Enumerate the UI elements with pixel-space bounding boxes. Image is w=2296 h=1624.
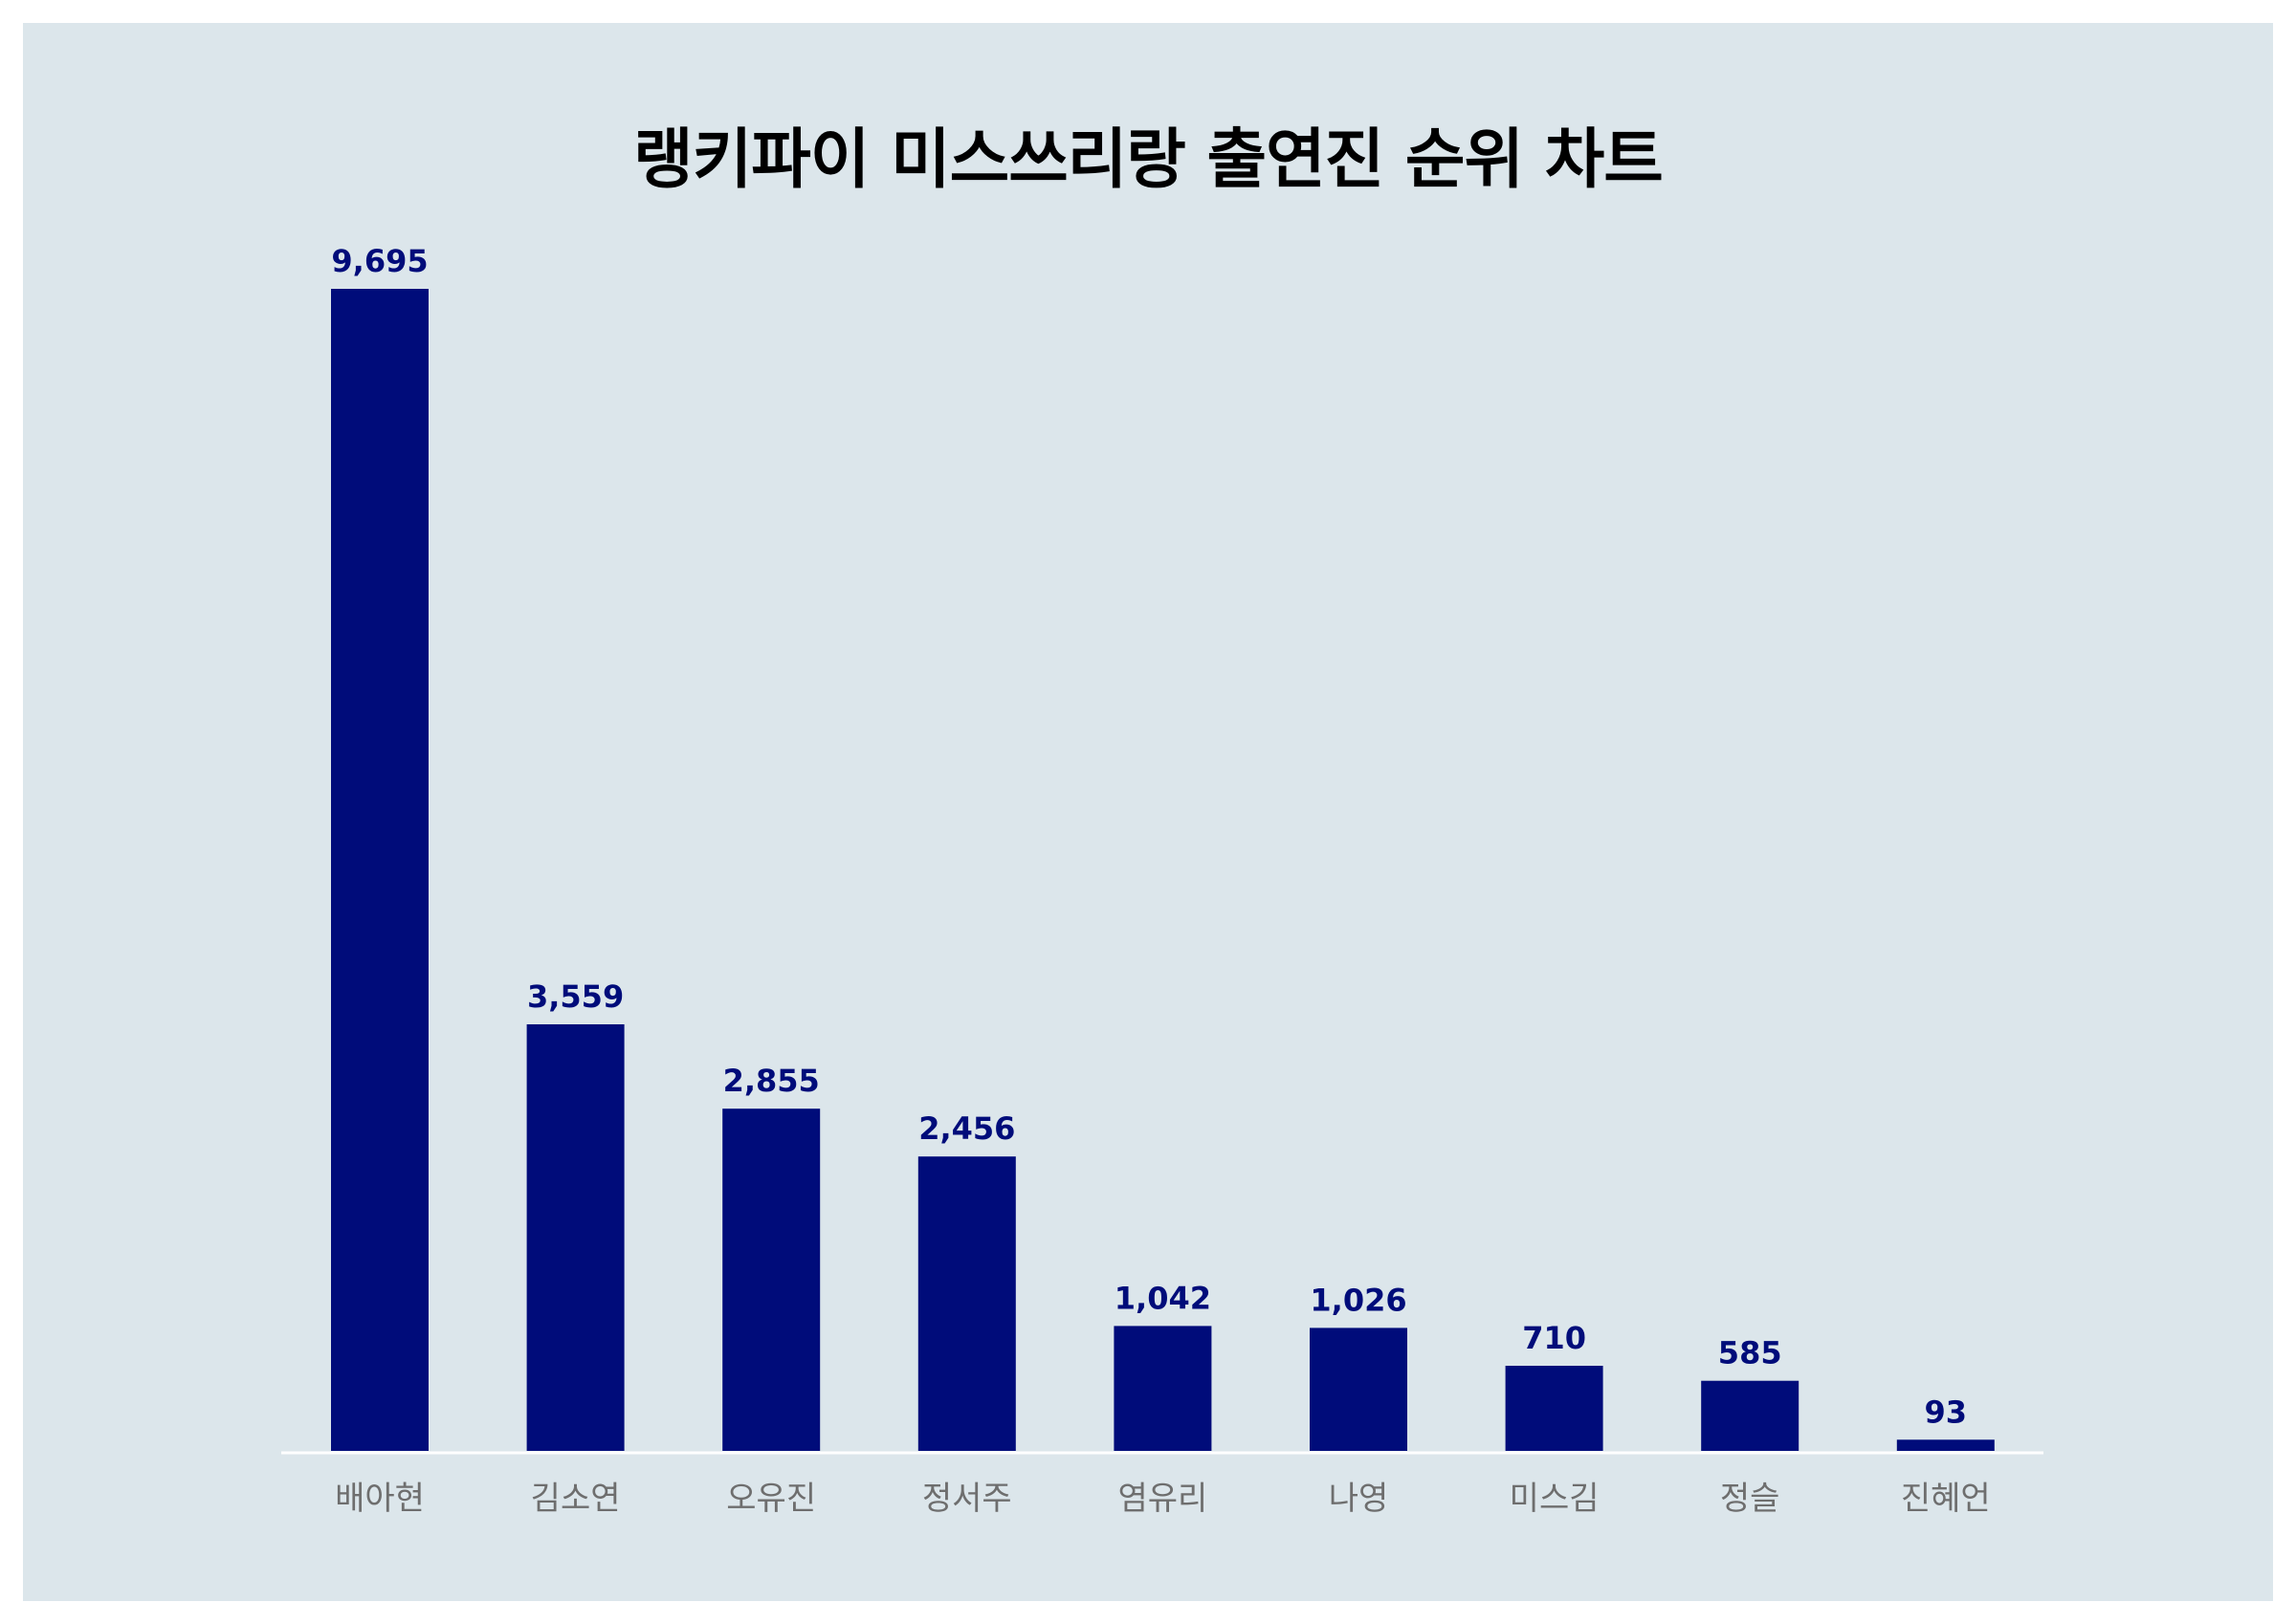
value-label-5: 1,042 (1115, 1280, 1211, 1316)
bar-4 (917, 1156, 1016, 1451)
bar-6 (1310, 1328, 1407, 1451)
category-label-6: 나영 (1329, 1480, 1389, 1518)
value-label-4: 2,456 (918, 1110, 1015, 1147)
chart-title: 랭키파이 미스쓰리랑 출연진 순위 차트 (633, 122, 1664, 198)
value-label-1: 9,695 (331, 243, 428, 279)
bar-2 (526, 1024, 625, 1451)
value-labels-layer: 9,695 3,559 2,855 2,456 1,042 1,026 710 585 93 (331, 243, 1967, 1430)
category-label-7: 미스김 (1510, 1480, 1600, 1518)
bar-7 (1505, 1366, 1603, 1451)
bars-layer (331, 289, 1995, 1451)
bar-8 (1701, 1380, 1799, 1451)
category-label-8: 정슬 (1720, 1480, 1780, 1518)
value-label-6: 1,026 (1310, 1282, 1406, 1318)
value-label-9: 93 (1925, 1394, 1968, 1430)
category-label-2: 김소연 (531, 1480, 621, 1518)
bar-5 (1114, 1326, 1212, 1451)
category-label-4: 정서주 (922, 1480, 1012, 1518)
bar-3 (722, 1108, 821, 1451)
category-label-1: 배아현 (335, 1480, 425, 1518)
category-label-3: 오유진 (726, 1480, 816, 1518)
bar-1 (331, 289, 429, 1451)
bar-9 (1896, 1439, 1995, 1451)
category-label-9: 진혜언 (1901, 1480, 1991, 1518)
value-label-2: 3,559 (527, 978, 624, 1015)
value-label-8: 585 (1718, 1335, 1782, 1372)
category-label-5: 염유리 (1117, 1480, 1207, 1518)
value-label-3: 2,855 (723, 1063, 820, 1099)
category-labels-layer: 배아현 김소연 오유진 정서주 염유리 나영 미스김 정슬 진혜언 (335, 1480, 1991, 1518)
value-label-7: 710 (1522, 1320, 1586, 1356)
